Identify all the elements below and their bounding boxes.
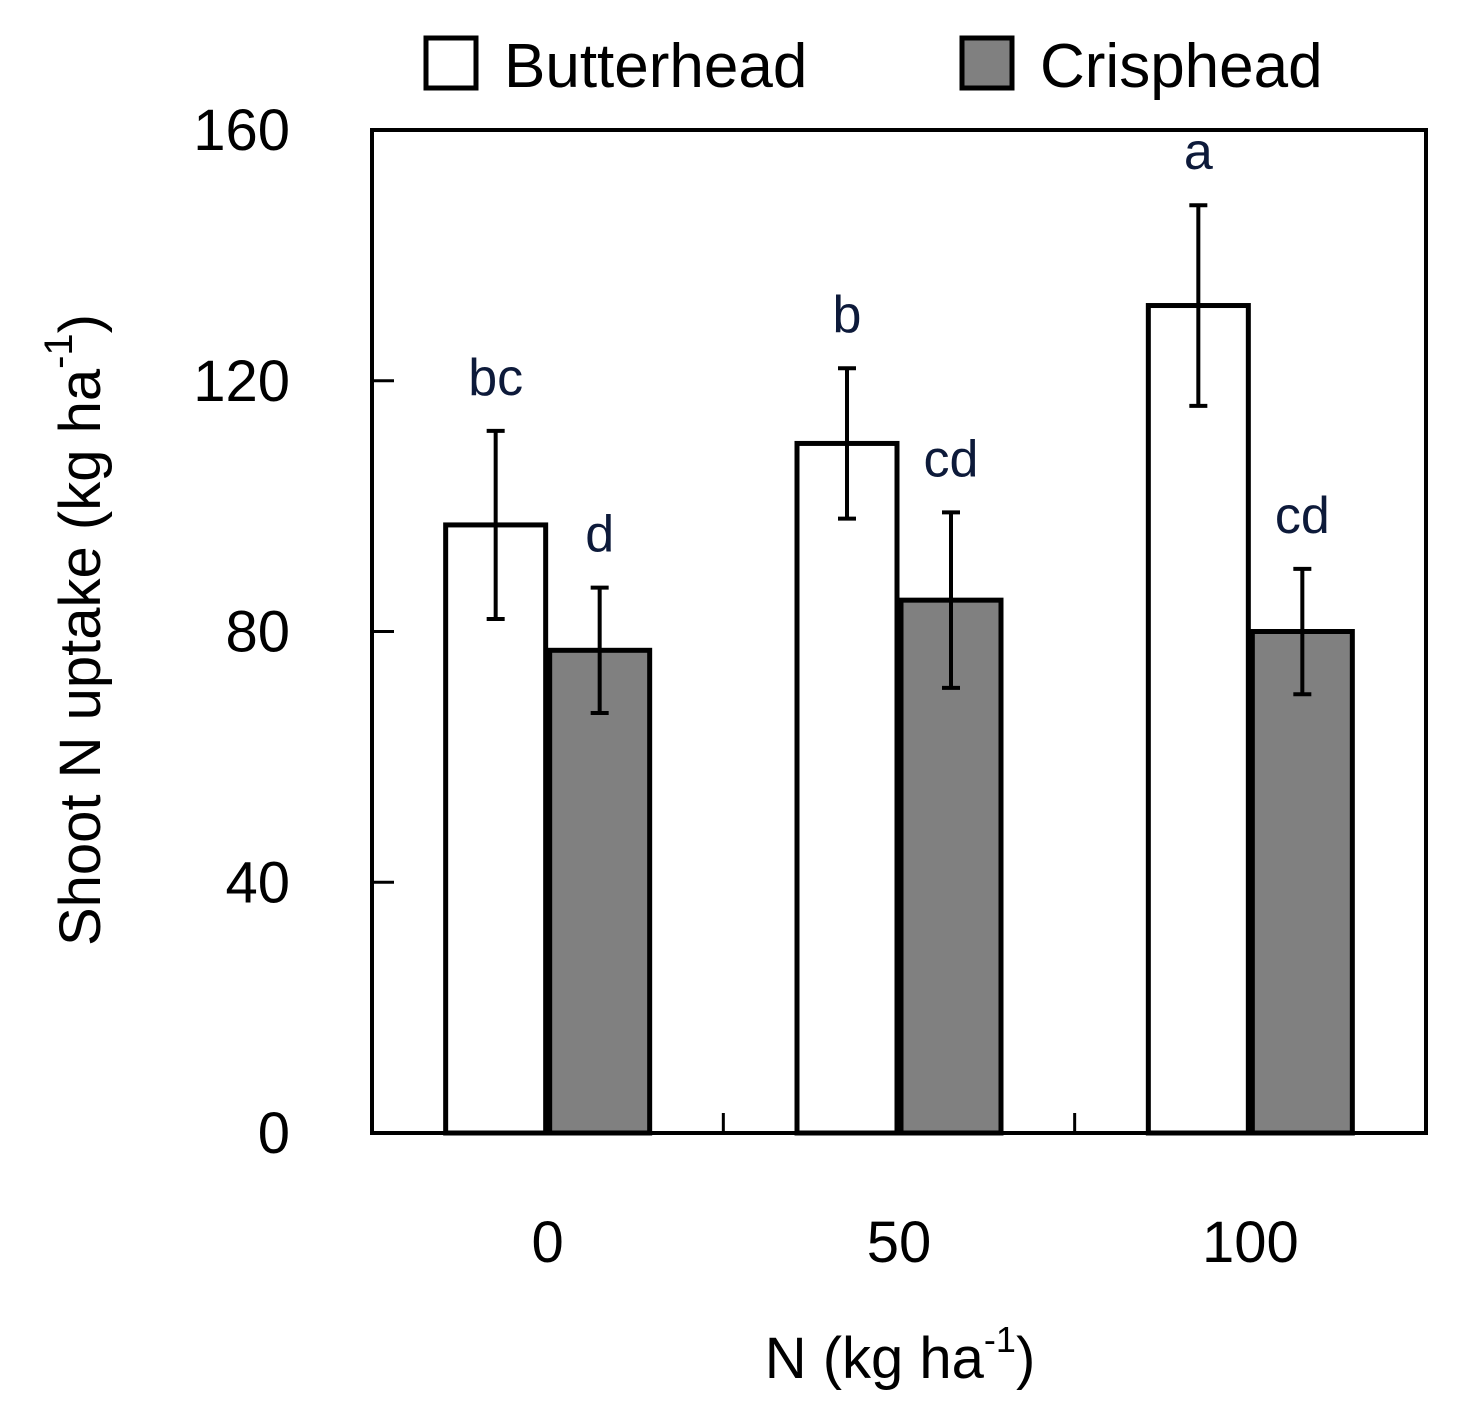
error-bar-crisphead-2	[1293, 566, 1312, 697]
legend-label-crisphead: Crisphead	[1040, 32, 1323, 101]
bar-butterhead-1	[794, 440, 900, 1136]
y-tick-label-1: 40	[225, 850, 290, 915]
x-axis-title-end: )	[1016, 1326, 1035, 1391]
x-axis-ticks: 0 50 100	[532, 1113, 1299, 1275]
sig-label-crisphead-0: d	[585, 506, 614, 564]
error-bar-butterhead-0	[486, 428, 505, 621]
x-axis-title-main: N (kg ha	[765, 1326, 985, 1391]
plot-frame	[370, 128, 1428, 1135]
sig-label-crisphead-2: cd	[1275, 487, 1330, 545]
x-axis-title-sup: -1	[984, 1319, 1016, 1360]
x-axis-title: N (kg ha-1)	[765, 1319, 1036, 1391]
y-axis-title-end: )	[48, 314, 113, 333]
x-tick-label-2: 100	[1202, 1210, 1299, 1275]
sig-label-crisphead-1: cd	[924, 430, 979, 488]
y-tick-label-2: 80	[225, 600, 290, 665]
legend-item-butterhead: Butterhead	[423, 32, 807, 101]
error-bar-crisphead-1	[942, 510, 960, 690]
legend-label-butterhead: Butterhead	[504, 32, 807, 101]
legend-swatch-butterhead	[423, 35, 479, 91]
y-axis-ticks: 0 40 80 120 160	[193, 98, 394, 1166]
y-axis-title-sup: -1	[37, 333, 81, 369]
legend: Butterhead Crisphead	[423, 32, 1323, 101]
legend-item-crisphead: Crisphead	[959, 32, 1323, 101]
sig-label-butterhead-1: b	[833, 286, 862, 344]
significance-labels: bc b a d cd cd	[468, 123, 1330, 563]
y-tick-label-4: 160	[193, 98, 290, 163]
bar-butterhead-0	[443, 522, 549, 1136]
y-tick-label-3: 120	[193, 349, 290, 414]
bar-crisphead-0	[547, 647, 653, 1136]
y-tick-label-0: 0	[258, 1101, 290, 1166]
error-bar-crisphead-0	[590, 585, 609, 715]
error-bar-butterhead-2	[1189, 203, 1208, 408]
x-tick-label-1: 50	[867, 1210, 932, 1275]
sig-label-butterhead-0: bc	[468, 349, 523, 407]
y-axis-title: Shoot N uptake (kg ha-1)	[37, 314, 113, 946]
y-axis-title-main: Shoot N uptake (kg ha	[48, 368, 113, 946]
error-bar-butterhead-1	[838, 366, 856, 521]
legend-swatch-crisphead	[959, 35, 1015, 91]
bar-butterhead-2	[1145, 303, 1251, 1136]
bars	[443, 303, 1355, 1136]
x-tick-label-0: 0	[532, 1210, 564, 1275]
error-bars	[486, 203, 1312, 715]
sig-label-butterhead-2: a	[1184, 123, 1213, 181]
bar-crisphead-2	[1249, 629, 1355, 1136]
